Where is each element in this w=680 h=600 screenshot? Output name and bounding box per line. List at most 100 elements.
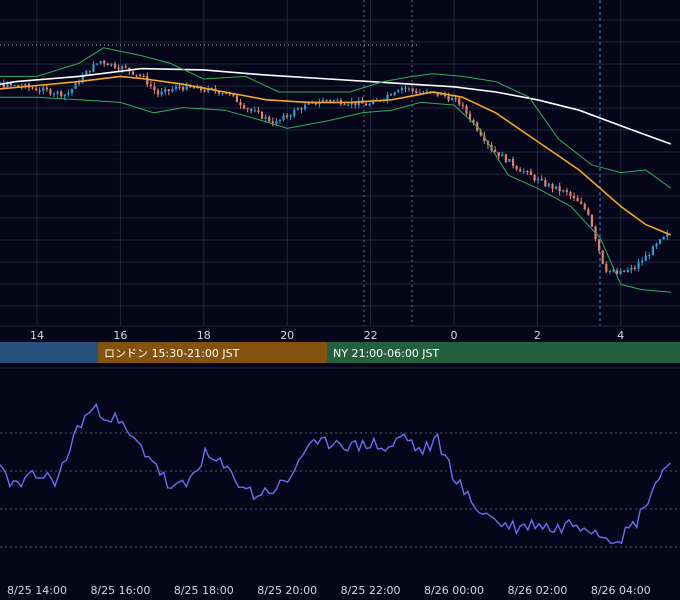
candle-body [540, 179, 543, 181]
candle-body [121, 66, 124, 70]
candle-body [626, 269, 629, 272]
candle-body [99, 61, 102, 64]
candle-body [268, 116, 271, 122]
candle-body [648, 255, 651, 257]
candle-body [228, 93, 231, 95]
candle-body [235, 95, 239, 103]
candle-body [70, 88, 74, 94]
candle-body [372, 101, 375, 105]
candle-body [411, 88, 414, 91]
candle-body [221, 93, 224, 95]
candle-body [160, 91, 163, 95]
candle-body [253, 110, 256, 112]
candle-body [407, 88, 411, 90]
candle-body [293, 109, 296, 116]
candle-body [257, 110, 260, 112]
candle-body [149, 84, 152, 87]
candle-body [2, 83, 5, 88]
candle-body [551, 184, 554, 189]
date-tick-label: 8/26 02:00 [507, 584, 567, 597]
candle-body [246, 108, 249, 110]
candle-body [562, 190, 565, 192]
candle-body [418, 92, 421, 94]
candle-body [587, 208, 590, 215]
candle-body [576, 197, 579, 202]
candle-body [300, 108, 303, 110]
session-london-label: ロンドン 15:30-21:00 JST [104, 347, 240, 360]
candle-body [479, 130, 482, 136]
candle-body [289, 115, 292, 117]
candle-body [547, 184, 551, 187]
session-tokyo-block [0, 342, 98, 363]
moving-average-fast-line [0, 75, 672, 236]
candle-body [286, 115, 289, 117]
candle-body [436, 92, 439, 96]
candle-body [142, 75, 145, 77]
candle-body [490, 144, 493, 150]
bollinger-lower-line [0, 96, 671, 293]
candle-body [386, 94, 389, 100]
hour-tick-label: 4 [617, 329, 624, 342]
candle-body [242, 105, 246, 109]
candle-body [103, 61, 106, 64]
hour-tick-label: 14 [30, 329, 44, 342]
candle-body [325, 99, 328, 101]
hour-tick-label: 20 [280, 329, 294, 342]
candle-body [146, 76, 149, 85]
candle-body [354, 101, 357, 105]
candle-body [494, 149, 497, 152]
candle-body [171, 89, 174, 92]
candle-body [390, 94, 393, 96]
candle-body [81, 75, 84, 83]
candle-body [138, 75, 142, 77]
candle-body [182, 87, 185, 90]
oscillator-grid [0, 366, 680, 575]
candle-body [400, 87, 403, 91]
oscillator-background [0, 366, 680, 575]
candle-body [662, 236, 665, 240]
candle-body [630, 267, 633, 270]
date-tick-label: 8/25 18:00 [174, 584, 234, 597]
candle-body [34, 88, 38, 91]
candle-body [458, 98, 461, 105]
candle-body [658, 239, 662, 244]
candle-body [156, 90, 160, 95]
candle-body [164, 89, 167, 92]
candle-body [612, 270, 615, 272]
candle-body [307, 102, 310, 105]
candle-body [425, 91, 429, 93]
candle-body [483, 135, 486, 142]
candle-body [422, 92, 425, 94]
candle-body [24, 84, 27, 88]
candle-body [583, 203, 586, 209]
candle-body [124, 66, 127, 68]
candle-body [250, 109, 253, 111]
candle-body [192, 87, 195, 89]
candle-body [296, 108, 299, 110]
candle-body [153, 86, 156, 91]
candle-body [85, 70, 88, 76]
candle-body [232, 93, 235, 96]
candle-body [17, 85, 20, 87]
candle-body [615, 270, 619, 274]
date-tick-label: 8/26 00:00 [424, 584, 484, 597]
candle-body [278, 119, 282, 121]
candle-body [45, 87, 48, 90]
candle-body [519, 169, 522, 172]
candle-body [605, 263, 608, 272]
candle-body [397, 90, 400, 93]
candle-body [13, 85, 16, 87]
candle-body [357, 100, 360, 105]
candle-body [558, 186, 561, 192]
candle-body [504, 154, 507, 162]
candle-body [49, 89, 52, 95]
hour-tick-label: 16 [113, 329, 127, 342]
candle-body [508, 158, 511, 162]
candle-body [598, 239, 601, 251]
session-band: ロンドン 15:30-21:00 JST NY 21:00-06:00 JST [0, 342, 680, 363]
candle-body [415, 90, 418, 94]
candle-body [537, 179, 540, 181]
candle-body [63, 94, 66, 97]
candle-body [239, 102, 242, 106]
main-chart-background [0, 0, 680, 326]
